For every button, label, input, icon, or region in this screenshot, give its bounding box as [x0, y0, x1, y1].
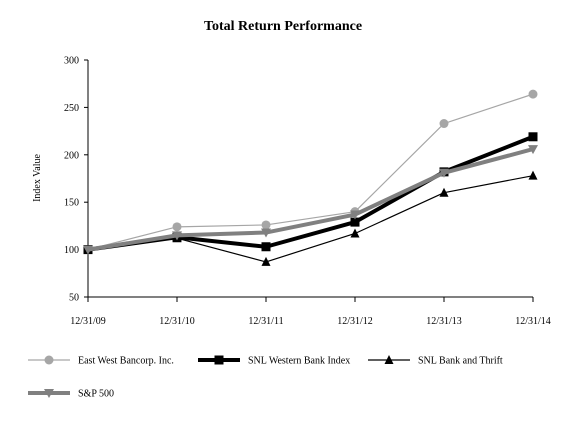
y-tick-label: 200: [64, 150, 79, 161]
series-line-snl-bank-and-thrift: [87, 175, 534, 263]
data-point-east-west-bancorp-inc: [439, 119, 449, 129]
data-point-snl-western-bank-index: [350, 217, 360, 227]
data-point-east-west-bancorp-inc: [528, 89, 538, 99]
series-layer: [83, 89, 538, 266]
series-snl-western-bank-index: [83, 132, 538, 255]
data-point-snl-bank-and-thrift: [528, 170, 538, 180]
legend-label: S&P 500: [78, 389, 114, 400]
legend-label: SNL Western Bank Index: [248, 356, 350, 367]
legend-marker: [384, 355, 394, 364]
axes: 50 100 150 200 250 300 12/31/09 12/31/10 12/31/1…: [64, 56, 551, 328]
data-point-east-west-bancorp-inc: [261, 220, 271, 230]
data-point-s-p-500: [439, 168, 449, 178]
data-point-s-p-500: [261, 228, 271, 238]
legend-label: East West Bancorp. Inc.: [78, 356, 174, 367]
y-tick-label: 150: [64, 198, 79, 209]
x-tick-label: 12/31/12: [337, 316, 373, 327]
legend-item-east-west-bancorp-inc: East West Bancorp. Inc.: [28, 355, 174, 367]
legend-item-snl-bank-and-thrift: SNL Bank and Thrift: [368, 355, 503, 367]
data-point-s-p-500: [528, 145, 538, 155]
legend-item-s-p-500: S&P 500: [28, 389, 114, 400]
data-point-east-west-bancorp-inc: [172, 222, 182, 232]
data-point-snl-bank-and-thrift: [350, 228, 360, 238]
series-east-west-bancorp-inc: [83, 89, 538, 255]
x-tick-label: 12/31/13: [426, 316, 462, 327]
data-point-snl-bank-and-thrift: [261, 256, 271, 266]
x-tick-label: 12/31/10: [159, 316, 195, 327]
legend-marker: [44, 355, 54, 365]
data-point-snl-bank-and-thrift: [439, 187, 449, 197]
chart-title: Total Return Performance: [204, 19, 362, 34]
y-tick-label: 100: [64, 245, 79, 256]
y-tick-label: 300: [64, 56, 79, 67]
legend-item-snl-western-bank-index: SNL Western Bank Index: [198, 355, 350, 367]
y-tick-label: 250: [64, 103, 79, 114]
legend-marker: [44, 389, 54, 398]
data-point-snl-western-bank-index: [261, 242, 271, 252]
data-point-snl-western-bank-index: [528, 132, 538, 142]
y-axis-label: Index Value: [32, 154, 43, 202]
legend: East West Bancorp. Inc. SNL Western Bank …: [28, 355, 503, 400]
data-point-s-p-500: [83, 245, 93, 255]
y-tick-label: 50: [69, 293, 79, 304]
x-tick-label: 12/31/11: [248, 316, 283, 327]
legend-marker: [214, 355, 224, 365]
series-s-p-500: [83, 145, 538, 255]
data-point-s-p-500: [350, 210, 360, 220]
series-line-east-west-bancorp-inc: [87, 93, 534, 251]
x-tick-label: 12/31/09: [70, 316, 106, 327]
data-point-s-p-500: [172, 231, 182, 241]
series-line-s-p-500: [87, 147, 534, 252]
x-tick-label: 12/31/14: [515, 316, 551, 327]
legend-label: SNL Bank and Thrift: [418, 356, 503, 367]
